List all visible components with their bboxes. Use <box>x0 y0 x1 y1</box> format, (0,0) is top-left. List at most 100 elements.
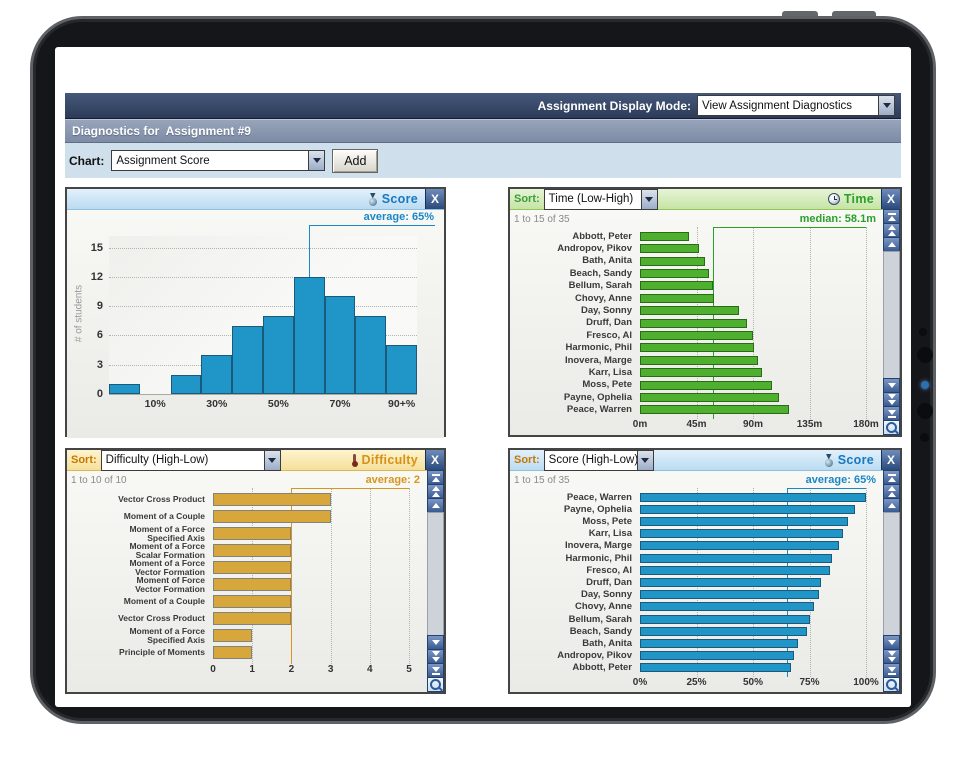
difficulty-bar <box>213 629 253 642</box>
medal-icon <box>368 193 378 206</box>
arrow-up-icon <box>887 476 896 482</box>
magnifier-icon <box>430 679 441 690</box>
panel-header: Sort: Score (High-Low) Score X <box>510 449 900 471</box>
arrow-up-icon <box>431 486 440 491</box>
add-chart-button[interactable]: Add <box>332 148 379 173</box>
x-tick-label: 3 <box>327 664 334 675</box>
chevron-down-icon[interactable] <box>878 96 894 115</box>
scroll-up-button[interactable] <box>883 498 900 513</box>
scrollbar-track[interactable] <box>427 512 444 636</box>
scroll-to-top-button[interactable] <box>883 209 900 224</box>
score-bar <box>640 578 821 587</box>
scroll-down-button[interactable] <box>883 378 900 393</box>
scroll-to-bottom-button[interactable] <box>883 406 900 421</box>
x-tick-label: 70% <box>329 398 351 410</box>
chart-select[interactable]: Assignment Score <box>111 150 326 171</box>
difficulty-bar <box>213 493 331 506</box>
scroll-page-down-button[interactable] <box>883 649 900 664</box>
close-icon[interactable]: X <box>425 450 444 470</box>
scrollbar[interactable] <box>883 470 900 692</box>
problem-label: Moment of a Couple <box>123 511 205 522</box>
scroll-down-button[interactable] <box>427 635 444 650</box>
clock-icon <box>827 193 840 205</box>
chevron-down-icon[interactable] <box>308 151 325 170</box>
x-tick-label: 90m <box>742 419 764 430</box>
student-label: Bellum, Sarah <box>568 280 632 292</box>
scroll-up-button[interactable] <box>427 498 444 513</box>
student-label: Karr, Lisa <box>588 367 632 379</box>
score-bar <box>640 529 844 539</box>
tablet-frame: Assignment Display Mode: View Assignment… <box>30 16 936 724</box>
scrollbar[interactable] <box>427 470 444 692</box>
close-icon[interactable]: X <box>425 189 444 209</box>
sort-select[interactable]: Time (Low-High) <box>543 188 658 210</box>
scroll-up-button[interactable] <box>883 237 900 252</box>
student-label: Andropov, Pikov <box>557 650 632 662</box>
x-tick-label: 135m <box>796 419 823 430</box>
sensor-dot <box>917 403 933 419</box>
arrow-down-icon <box>887 409 896 415</box>
difficulty-chart-panel: Sort: Difficulty (High-Low) Difficulty X <box>65 448 446 694</box>
difficulty-bar <box>213 595 292 608</box>
thermometer-icon <box>351 453 358 467</box>
chevron-down-icon[interactable] <box>263 450 280 470</box>
meta-row: 1 to 10 of 10 average: 2 <box>67 471 444 488</box>
scrollbar-track[interactable] <box>883 251 900 379</box>
scroll-to-bottom-button[interactable] <box>883 663 900 678</box>
display-mode-label: Assignment Display Mode: <box>537 98 691 113</box>
x-tick-label: 50% <box>742 677 764 688</box>
student-label: Peace, Warren <box>566 491 632 503</box>
zoom-button[interactable] <box>427 677 444 692</box>
difficulty-bar <box>213 510 331 523</box>
scroll-to-bottom-button[interactable] <box>427 663 444 678</box>
scroll-page-up-button[interactable] <box>883 223 900 238</box>
x-tick-label: 75% <box>799 677 820 688</box>
scrollbar-track[interactable] <box>883 512 900 636</box>
student-label: Druff, Dan <box>586 317 632 329</box>
student-label: Day, Sonny <box>580 305 632 317</box>
close-icon[interactable]: X <box>881 189 900 209</box>
time-bar <box>640 318 747 328</box>
score-bar <box>640 517 848 526</box>
x-tick-label: 45m <box>686 419 707 430</box>
score-bar <box>640 565 830 575</box>
time-bar <box>640 330 753 340</box>
sort-label: Sort: <box>514 193 540 205</box>
scroll-page-down-button[interactable] <box>883 392 900 407</box>
chevron-down-icon[interactable] <box>640 189 657 209</box>
arrow-up-icon <box>431 476 440 482</box>
problem-label: Principle of Moments <box>119 647 205 658</box>
score-bar <box>640 663 792 673</box>
score-x-axis: 0% 25% 50% 75% 100% <box>510 677 883 690</box>
average-marker-line <box>291 488 293 664</box>
difficulty-bar <box>213 544 292 557</box>
magnifier-icon <box>886 679 897 690</box>
scroll-page-up-button[interactable] <box>883 484 900 499</box>
time-bar <box>640 343 755 353</box>
arrow-up-icon <box>431 492 440 497</box>
student-label: Bath, Anita <box>582 255 632 267</box>
scroll-to-top-button[interactable] <box>883 470 900 485</box>
sort-select[interactable]: Difficulty (High-Low) <box>100 449 281 471</box>
student-label: Abbott, Peter <box>572 662 632 674</box>
scroll-to-top-button[interactable] <box>427 470 444 485</box>
time-chart-body: 1 to 15 of 35 median: 58.1m Abbott, Pete… <box>510 209 900 435</box>
scrollbar[interactable] <box>883 209 900 435</box>
scroll-down-button[interactable] <box>883 635 900 650</box>
diagnostics-app: Assignment Display Mode: View Assignment… <box>65 93 902 700</box>
chart-toolbar: Chart: Assignment Score Add <box>65 143 901 178</box>
score-chart-panel: Sort: Score (High-Low) Score X <box>508 448 902 694</box>
close-icon[interactable]: X <box>881 450 900 470</box>
zoom-button[interactable] <box>883 677 900 692</box>
scroll-page-up-button[interactable] <box>427 484 444 499</box>
zoom-button[interactable] <box>883 420 900 435</box>
student-label: Fresco, Al <box>586 564 632 576</box>
chevron-down-icon[interactable] <box>636 450 653 470</box>
display-mode-select[interactable]: View Assignment Diagnostics <box>697 95 895 116</box>
score-histogram-panel: Score X average: 65% # of students 10% 30… <box>65 187 446 438</box>
student-label: Harmonic, Phil <box>565 552 632 564</box>
range-text: 1 to 10 of 10 <box>71 474 127 486</box>
sort-select[interactable]: Score (High-Low) <box>543 449 654 471</box>
scroll-page-down-button[interactable] <box>427 649 444 664</box>
x-tick-label: 100% <box>853 677 879 688</box>
